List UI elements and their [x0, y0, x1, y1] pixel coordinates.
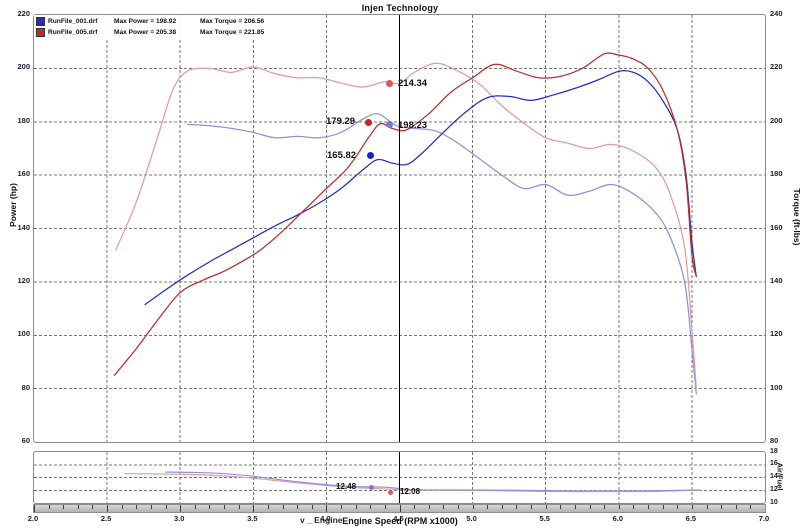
- y2-axis-tick-label: 200: [770, 115, 783, 125]
- x-axis-tick-label: 2.5: [100, 514, 112, 523]
- afr-axis-title: Air/Fuel: [775, 462, 785, 491]
- legend-file-run1: RunFile_001.drf: [48, 18, 98, 25]
- x-axis-overlay-artifact: v _ Engine: [300, 515, 343, 525]
- main-plot-area[interactable]: [33, 14, 766, 443]
- x-axis-tick-label: 2.0: [27, 514, 39, 523]
- legend: RunFile_001.drf Max Power = 198.92 Max T…: [34, 15, 284, 39]
- main-plot-svg: [34, 15, 765, 442]
- y2-axis-tick-label: 80: [770, 436, 779, 445]
- legend-row: RunFile_001.drf Max Power = 198.92 Max T…: [36, 16, 282, 27]
- torque-axis-title: Torque (ft-lbs): [792, 188, 800, 246]
- afr-axis-tick-label: 10: [770, 498, 778, 506]
- x-axis-tick-band: [33, 504, 766, 513]
- legend-torque-run1: Max Torque = 206.56: [200, 18, 265, 25]
- legend-swatch-run1: [36, 17, 45, 26]
- legend-torque-run2: Max Torque = 221.85: [200, 29, 265, 36]
- page-title: Injen Technology: [361, 3, 439, 13]
- power-axis-title: Power (hp): [8, 183, 18, 227]
- legend-swatch-run2: [36, 28, 45, 37]
- legend-row: RunFile_005.drf Max Power = 205.38 Max T…: [36, 27, 282, 38]
- y-axis-tick-label: 180: [17, 115, 30, 125]
- y-axis-tick-label: 120: [17, 275, 30, 285]
- y2-axis-tick-label: 100: [770, 382, 783, 392]
- y-axis-tick-label: 60: [21, 436, 30, 445]
- legend-power-run1: Max Power = 198.92: [114, 18, 177, 25]
- y2-axis-tick-label: 120: [770, 329, 783, 339]
- afr-plot-area[interactable]: [33, 451, 766, 504]
- y-axis-tick-label: 200: [17, 62, 30, 72]
- legend-power-run2: Max Power = 205.38: [114, 29, 177, 36]
- afr-plot-svg: [34, 452, 765, 503]
- legend-file-run2: RunFile_005.drf: [48, 29, 98, 36]
- y2-axis-tick-label: 140: [770, 275, 783, 285]
- y-axis-tick-label: 80: [21, 382, 30, 392]
- x-axis-tick-label: 7.0: [758, 514, 770, 523]
- x-axis-title: Engine Speed (RPM x1000): [342, 516, 458, 526]
- x-axis-tick-label: 6.0: [612, 514, 624, 523]
- x-tick-marks: [34, 505, 751, 512]
- y2-axis-tick-label: 220: [770, 62, 783, 72]
- y-axis-tick-label: 100: [17, 329, 30, 339]
- x-axis-tick-label: 6.5: [685, 514, 697, 523]
- x-axis-tick-label: 3.0: [173, 514, 185, 523]
